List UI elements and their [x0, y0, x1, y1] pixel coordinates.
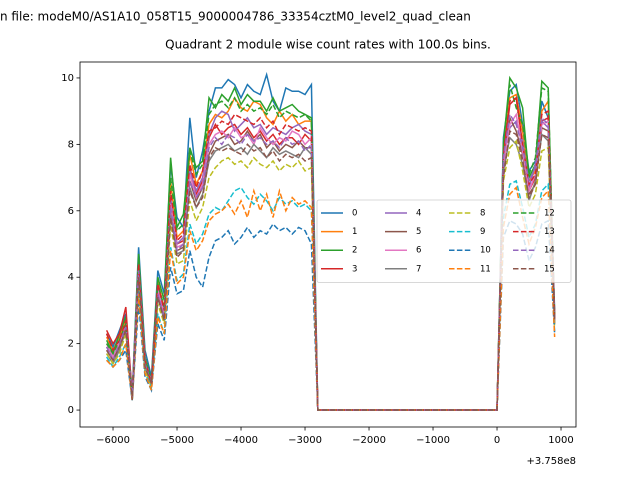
series-line	[105, 96, 556, 411]
y-tick-label: 10	[61, 73, 74, 84]
x-tick-label: −6000	[96, 435, 130, 446]
y-tick-label: 0	[68, 405, 74, 416]
legend-label: 12	[544, 209, 555, 219]
series-line	[105, 179, 556, 411]
legend-label: 13	[544, 227, 555, 237]
axes-frame	[79, 61, 577, 428]
legend-label: 7	[416, 264, 421, 274]
legend-label: 8	[480, 209, 485, 219]
suptitle: n file: modeM0/AS1A10_058T15_9000004786_…	[0, 10, 471, 24]
x-tick-label: −3000	[288, 435, 322, 446]
y-tick-label: 6	[68, 206, 74, 217]
series-line	[105, 129, 556, 411]
y-tick-label: 2	[68, 339, 74, 350]
legend-label: 6	[416, 246, 421, 256]
legend-label: 1	[352, 227, 357, 237]
legend-label: 4	[416, 209, 421, 219]
legend-label: 5	[416, 227, 421, 237]
x-offset-label: +3.758e8	[526, 456, 576, 467]
legend-label: 9	[480, 227, 485, 237]
legend-label: 10	[480, 246, 491, 256]
y-tick-label: 4	[68, 272, 74, 283]
x-tick-label: −4000	[224, 435, 258, 446]
x-tick-label: −5000	[160, 435, 194, 446]
x-tick-label: 0	[494, 435, 500, 446]
legend-label: 14	[544, 246, 555, 256]
legend-label: 15	[544, 264, 555, 274]
legend-label: 11	[480, 264, 491, 274]
legend-box	[316, 199, 572, 283]
x-tick-label: −2000	[352, 435, 386, 446]
y-tick-label: 8	[68, 139, 74, 150]
legend-label: 2	[352, 246, 357, 256]
chart-title: Quadrant 2 module wise count rates with …	[165, 38, 491, 52]
legend-label: 3	[352, 264, 357, 274]
x-tick-label: −1000	[416, 435, 450, 446]
x-tick-label: 1000	[548, 435, 573, 446]
legend-label: 0	[352, 209, 357, 219]
